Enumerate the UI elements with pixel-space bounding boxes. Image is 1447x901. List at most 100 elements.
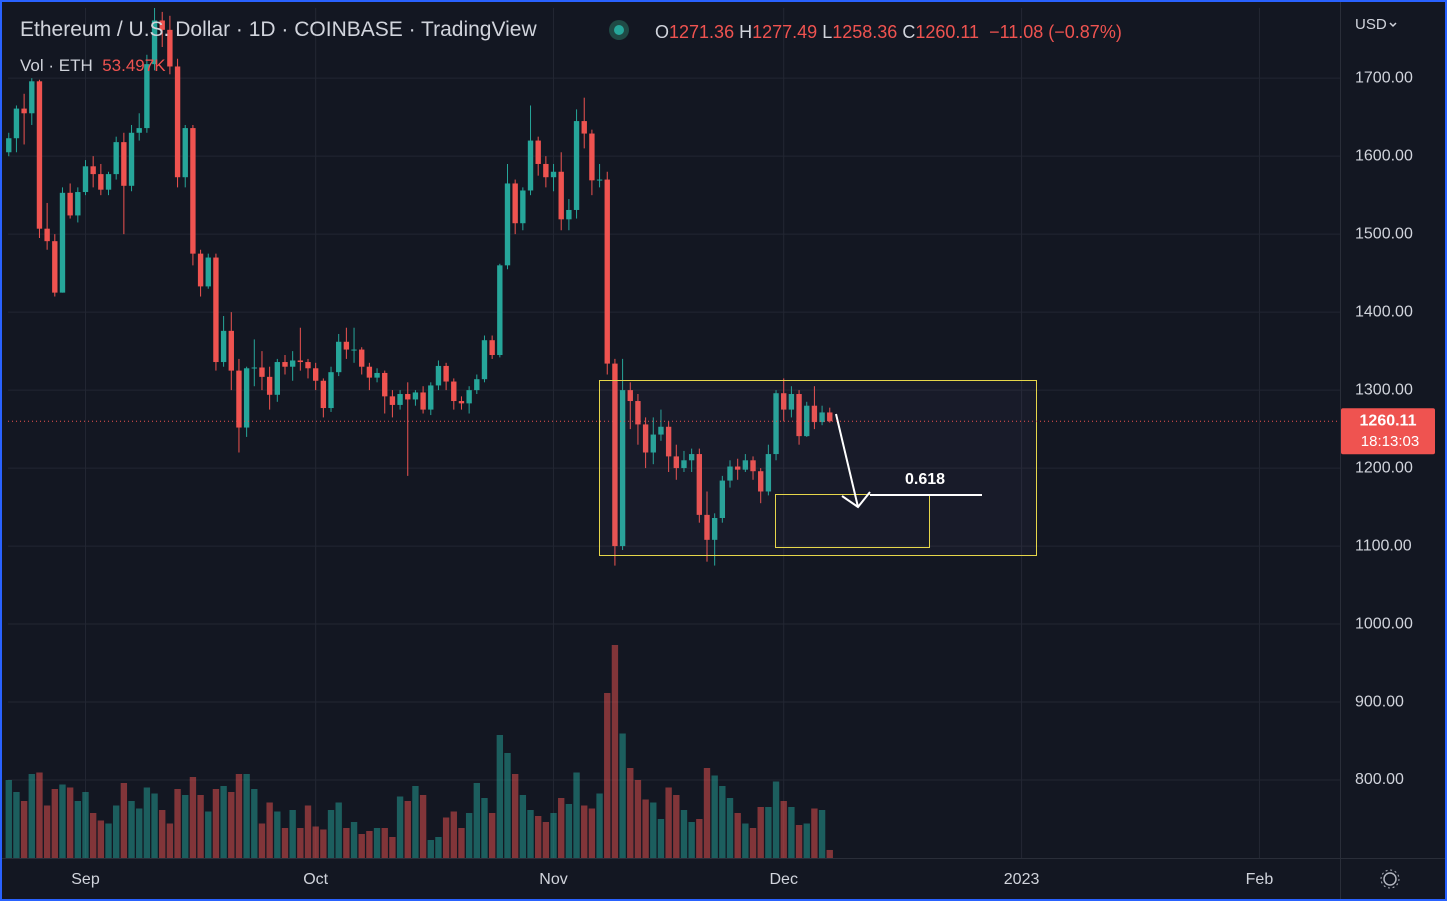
candle-body: [681, 460, 687, 469]
candle-body: [382, 372, 388, 397]
volume-bar: [389, 837, 396, 858]
ohlc-letter: O: [655, 22, 670, 42]
volume-bar: [266, 802, 273, 858]
candle-body: [213, 257, 219, 363]
volume-bar: [5, 780, 12, 858]
volume-bar: [642, 799, 649, 858]
candle-body: [266, 376, 273, 395]
candle-body: [504, 183, 511, 266]
volume-bar: [665, 787, 672, 858]
volume-bar: [220, 786, 227, 858]
candle-body: [443, 365, 449, 382]
candle-body: [819, 412, 825, 423]
ohlc-letter: C: [902, 22, 916, 42]
currency-chevron: [1389, 22, 1397, 28]
volume-bar: [97, 820, 105, 858]
volume-bar: [604, 693, 611, 858]
volume-bar: [818, 810, 826, 858]
volume-bar: [159, 810, 166, 858]
volume-bar: [350, 822, 358, 858]
candle-body: [105, 174, 112, 190]
candle-body: [205, 257, 211, 287]
candle-body: [520, 190, 526, 224]
candle-body: [190, 128, 196, 254]
settings-icon[interactable]: [1380, 869, 1400, 889]
volume-bar: [43, 805, 51, 858]
candle-body: [397, 394, 403, 405]
candle-body: [727, 466, 733, 481]
candle-body: [711, 518, 718, 540]
currency-label[interactable]: USD: [1355, 16, 1387, 33]
arrow-head: [841, 491, 871, 509]
candle-body: [351, 349, 357, 351]
candle-body: [312, 368, 319, 381]
candle-body: [734, 466, 741, 470]
volume-bar: [113, 805, 120, 858]
ohlc-value: 1271.36: [669, 22, 735, 42]
volume-bar: [143, 787, 151, 858]
volume-bar: [297, 828, 304, 858]
ohlc-value: 1258.36: [832, 22, 898, 42]
y-tick-label: 1500.00: [1355, 225, 1413, 242]
chart-title: Ethereum / U.S. Dollar · 1D · COINBASE ·…: [20, 18, 537, 41]
candle-body: [673, 456, 679, 469]
countdown: 18:13:03: [1361, 433, 1419, 450]
candle-body: [796, 394, 802, 437]
candle-body: [627, 390, 633, 402]
y-tick-label: 1300.00: [1355, 381, 1413, 398]
candle-body: [804, 405, 810, 437]
candle-body: [589, 133, 595, 181]
volume-bar: [811, 808, 818, 858]
candle-body: [305, 362, 311, 369]
volume-bar: [243, 774, 250, 858]
volume-bar: [749, 828, 757, 858]
candle-body: [596, 179, 603, 181]
volume-bar: [788, 807, 795, 858]
volume-bar: [427, 840, 434, 858]
candle-body: [558, 171, 564, 220]
candle-body: [44, 228, 50, 242]
volume-bar: [89, 813, 97, 858]
volume-bar: [696, 819, 703, 858]
candle-body: [635, 401, 641, 425]
volume-bar: [189, 777, 197, 858]
candle-body: [489, 340, 495, 356]
volume-bar: [450, 811, 457, 858]
volume-bar: [312, 826, 319, 858]
candle-body: [466, 390, 472, 404]
volume-bar: [151, 793, 158, 858]
volume-bar: [688, 822, 695, 858]
candle-body: [67, 192, 73, 216]
volume-bar: [182, 795, 189, 858]
candle-body: [696, 454, 703, 515]
volume-bar: [473, 783, 480, 858]
volume-bar: [212, 789, 220, 858]
candle-body: [788, 394, 795, 410]
volume-bar: [634, 780, 642, 858]
x-tick-label: Sep: [71, 871, 100, 888]
y-tick-label: 1000.00: [1355, 615, 1413, 632]
volume-bar: [419, 795, 427, 858]
candle-body: [758, 471, 764, 492]
price-tag: [1341, 408, 1435, 455]
volume-bar: [826, 849, 833, 858]
candle-body: [765, 454, 772, 492]
volume-bar: [258, 823, 266, 858]
candle-body: [343, 341, 350, 350]
candle-body: [389, 396, 396, 405]
y-tick-label: 900.00: [1355, 693, 1404, 710]
volume-bar: [742, 823, 749, 858]
candle-body: [581, 121, 587, 134]
volume-bar: [174, 789, 181, 858]
volume-bar: [28, 774, 35, 858]
candle-body: [274, 362, 281, 395]
candle-body: [474, 379, 480, 391]
candle-body: [167, 29, 173, 67]
ohlc-letter: L: [822, 22, 833, 42]
candle-body: [121, 142, 127, 186]
candle-body: [90, 166, 96, 175]
y-tick-label: 1400.00: [1355, 303, 1413, 320]
volume-bar: [558, 798, 565, 858]
